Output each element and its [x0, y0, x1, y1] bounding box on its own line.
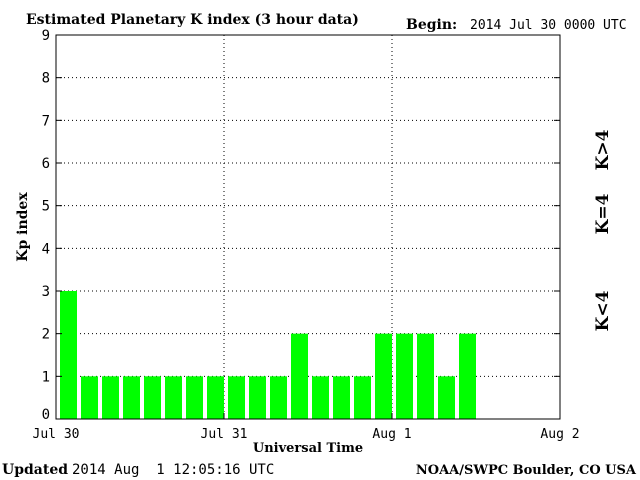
x-tick-label: Jul 31: [201, 427, 248, 442]
kp-bar: [459, 333, 476, 419]
kp-bar: [354, 376, 371, 419]
y-tick-label: 0: [42, 407, 50, 423]
kp-bar: [333, 376, 350, 419]
kp-bar: [81, 376, 98, 419]
kp-bar: [123, 376, 140, 419]
legend-k-less-4: K<4: [593, 290, 613, 331]
updated-label: Updated: [2, 462, 68, 478]
x-tick-label: Aug 1: [372, 427, 411, 442]
begin-value: 2014 Jul 30 0000 UTC: [470, 18, 627, 33]
updated-value: 2014 Aug 1 12:05:16 UTC: [72, 462, 274, 478]
kp-bar: [396, 333, 413, 419]
x-tick-label: Jul 30: [33, 427, 80, 442]
y-axis-label: Kp index: [15, 192, 31, 262]
x-tick-labels: Jul 30 Jul 31 Aug 1 Aug 2: [33, 413, 580, 442]
kp-bar: [228, 376, 245, 419]
chart-title: Estimated Planetary K index (3 hour data…: [26, 12, 359, 28]
y-tick-label: 9: [42, 28, 50, 44]
begin-label: Begin:: [406, 17, 457, 33]
plot-frame: [55, 34, 561, 420]
x-tick-label: Aug 2: [540, 427, 579, 442]
y-tick-label: 7: [42, 113, 50, 129]
kp-bar: [417, 333, 434, 419]
kp-bar: [186, 376, 203, 419]
kp-bar: [312, 376, 329, 419]
kp-bar: [291, 333, 308, 419]
x-axis-label: Universal Time: [253, 441, 363, 456]
kp-bar: [375, 333, 392, 419]
y-tick-label: 6: [42, 156, 50, 172]
y-tick-label: 5: [42, 199, 50, 215]
y-tick-labels: 0 1 2 3 4 5 6 7 8 9: [42, 28, 560, 423]
kp-bar: [102, 376, 119, 419]
y-tick-label: 3: [42, 284, 50, 300]
kp-bar: [144, 376, 161, 419]
legend-k-greater-4: K>4: [593, 129, 613, 170]
y-tick-label: 8: [42, 71, 50, 87]
kp-bar: [60, 291, 77, 419]
footer-credit: NOAA/SWPC Boulder, CO USA: [416, 463, 637, 478]
kp-bar: [207, 376, 224, 419]
kp-bar: [270, 376, 287, 419]
kp-bar: [249, 376, 266, 419]
legend-k-equal-4: K=4: [593, 193, 613, 234]
y-tick-label: 4: [42, 241, 50, 257]
plot-area: 0 1 2 3 4 5 6 7 8 9 Jul 30 Jul 31 Aug 1 Aug 2: [33, 28, 580, 442]
kp-bar: [438, 376, 455, 419]
y-tick-label: 1: [42, 369, 50, 385]
kp-bar: [165, 376, 182, 419]
bars-group: [60, 291, 476, 419]
y-tick-label: 2: [42, 327, 50, 343]
